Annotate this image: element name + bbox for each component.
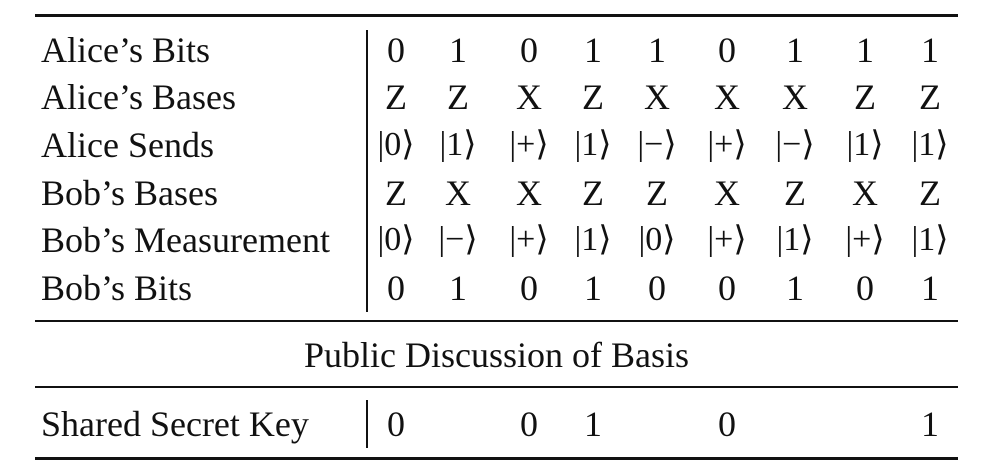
table-cell: Z <box>447 77 469 117</box>
table-cell: 0 <box>648 268 666 308</box>
table-cell: X <box>714 77 740 117</box>
table-cell: |1⟩ <box>574 221 612 258</box>
table-cell: 1 <box>449 268 467 308</box>
row-label-bob-bases: Bob’s Bases <box>41 173 219 213</box>
table-cell: |+⟩ <box>707 126 747 163</box>
column-separator-top <box>366 30 368 312</box>
table-cell: |1⟩ <box>911 221 949 258</box>
table-cell: Z <box>854 77 876 117</box>
table-cell: |1⟩ <box>911 126 949 163</box>
table-cell: Z <box>919 173 941 213</box>
table-cell: 0 <box>718 30 736 70</box>
table-cell: Z <box>784 173 806 213</box>
key-cell: 0 <box>387 404 405 444</box>
table-cell: 0 <box>856 268 874 308</box>
mid-rule-2 <box>35 386 958 388</box>
table-cell: 1 <box>921 30 939 70</box>
table-cell: Z <box>582 77 604 117</box>
table-cell: |−⟩ <box>438 221 478 258</box>
table-cell: |0⟩ <box>377 126 415 163</box>
key-cell: 0 <box>520 404 538 444</box>
table-cell: |1⟩ <box>846 126 884 163</box>
table-cell: 1 <box>921 268 939 308</box>
table-cell: |1⟩ <box>574 126 612 163</box>
table-cell: X <box>516 173 542 213</box>
row-label-alice-sends: Alice Sends <box>41 125 214 165</box>
row-label-bob-bits: Bob’s Bits <box>41 268 193 308</box>
table-cell: 1 <box>786 268 804 308</box>
table-cell: 1 <box>786 30 804 70</box>
table-cell: |−⟩ <box>637 126 677 163</box>
top-rule <box>35 14 958 17</box>
table-cell: 1 <box>584 30 602 70</box>
key-cell: 1 <box>921 404 939 444</box>
table-cell: Z <box>919 77 941 117</box>
row-label-bob-measurement: Bob’s Measurement <box>41 220 330 260</box>
table-cell: |+⟩ <box>845 221 885 258</box>
table-cell: |1⟩ <box>439 126 477 163</box>
table-cell: X <box>516 77 542 117</box>
table-cell: Z <box>385 77 407 117</box>
table-cell: Z <box>385 173 407 213</box>
table-cell: X <box>782 77 808 117</box>
key-cell: 0 <box>718 404 736 444</box>
table-cell: Z <box>646 173 668 213</box>
table-cell: X <box>445 173 471 213</box>
table-cell: X <box>714 173 740 213</box>
table-cell: |1⟩ <box>776 221 814 258</box>
table-cell: 1 <box>856 30 874 70</box>
table-cell: Z <box>582 173 604 213</box>
table-cell: |0⟩ <box>638 221 676 258</box>
table-cell: 0 <box>387 268 405 308</box>
table-cell: |+⟩ <box>509 221 549 258</box>
table-cell: |−⟩ <box>775 126 815 163</box>
bottom-rule <box>35 457 958 460</box>
table-cell: 1 <box>449 30 467 70</box>
table-cell: 0 <box>520 268 538 308</box>
table-cell: 0 <box>718 268 736 308</box>
table-cell: 0 <box>387 30 405 70</box>
table-cell: X <box>852 173 878 213</box>
row-label-alice-bits: Alice’s Bits <box>41 30 210 70</box>
table-cell: |0⟩ <box>377 221 415 258</box>
column-separator-bottom <box>366 400 368 448</box>
table-cell: |+⟩ <box>707 221 747 258</box>
row-label-alice-bases: Alice’s Bases <box>41 77 236 117</box>
key-cell: 1 <box>584 404 602 444</box>
table-cell: X <box>644 77 670 117</box>
section-title: Public Discussion of Basis <box>303 335 689 375</box>
mid-rule-1 <box>35 320 958 322</box>
table-cell: 0 <box>520 30 538 70</box>
table-cell: 1 <box>648 30 666 70</box>
row-label-shared-key: Shared Secret Key <box>41 404 309 444</box>
table-cell: 1 <box>584 268 602 308</box>
table-cell: |+⟩ <box>509 126 549 163</box>
